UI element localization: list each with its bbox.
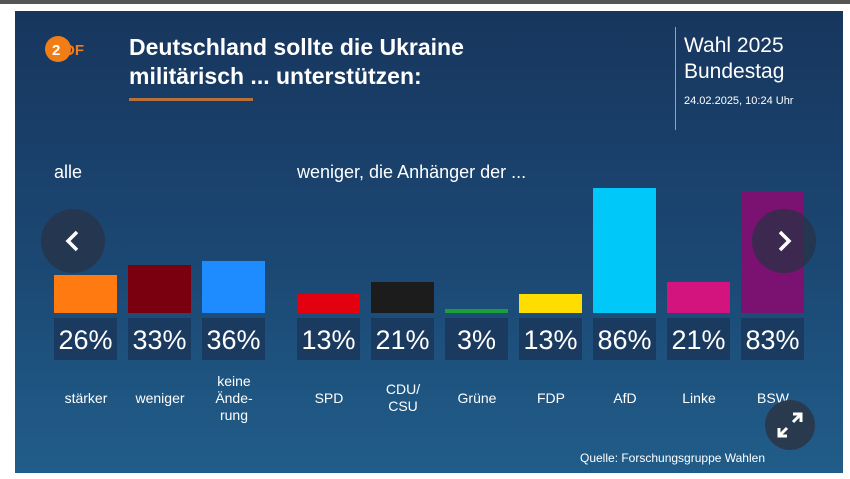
value-label: 21% xyxy=(371,318,434,360)
timestamp: 24.02.2025, 10:24 Uhr xyxy=(684,95,794,107)
expand-button[interactable] xyxy=(765,400,815,450)
zdf-logo: 2 DF xyxy=(45,36,84,62)
bar xyxy=(593,188,656,313)
prev-button[interactable] xyxy=(41,209,105,273)
category-label: AfD xyxy=(613,389,637,406)
svg-text:2: 2 xyxy=(52,42,60,59)
infographic-panel xyxy=(15,11,843,473)
divider xyxy=(675,27,676,130)
bar xyxy=(445,308,508,313)
event-line-1: Wahl 2025 xyxy=(684,34,784,57)
category-label: stärker xyxy=(64,389,108,406)
category-label: SPD xyxy=(314,389,344,406)
category-label: keine Ände- rung xyxy=(215,372,253,423)
value-label: 33% xyxy=(128,318,191,360)
chevron-right-icon xyxy=(778,230,792,252)
category-label: Linke xyxy=(682,389,716,406)
category-label: weniger xyxy=(135,389,185,406)
value-label: 21% xyxy=(667,318,730,360)
chart-title: Deutschland sollte die Ukraine militärisc… xyxy=(129,33,629,91)
title-line-2: militärisch ... unterstützen: xyxy=(129,63,422,89)
value-label: 13% xyxy=(297,318,360,360)
value-label: 36% xyxy=(202,318,265,360)
bar xyxy=(297,294,360,313)
bar xyxy=(667,282,730,313)
expand-icon xyxy=(777,412,803,438)
value-label: 86% xyxy=(593,318,656,360)
event-line-2: Bundestag xyxy=(684,60,785,83)
value-label: 83% xyxy=(741,318,804,360)
title-line-1: Deutschland sollte die Ukraine xyxy=(129,34,464,60)
group-label-all: alle xyxy=(54,162,83,182)
group-label-parties: weniger, die Anhänger der ... xyxy=(297,162,527,182)
bar xyxy=(371,282,434,313)
source-note: Quelle: Forschungsgruppe Wahlen xyxy=(580,451,765,465)
bar xyxy=(128,265,191,313)
category-label: FDP xyxy=(537,389,565,406)
event-label: Wahl 2025 Bundestag xyxy=(684,33,784,85)
category-label: CDU/ CSU xyxy=(385,381,421,414)
svg-text:DF: DF xyxy=(64,42,84,59)
value-label: 13% xyxy=(519,318,582,360)
top-border xyxy=(0,0,850,4)
chevron-left-icon xyxy=(65,230,79,252)
bar xyxy=(202,260,265,313)
next-button[interactable] xyxy=(752,209,816,273)
value-label: 3% xyxy=(445,318,508,360)
title-underline xyxy=(129,98,253,101)
bar xyxy=(519,294,582,313)
bar xyxy=(54,275,117,313)
category-label: Grüne xyxy=(457,389,497,406)
value-label: 26% xyxy=(54,318,117,360)
